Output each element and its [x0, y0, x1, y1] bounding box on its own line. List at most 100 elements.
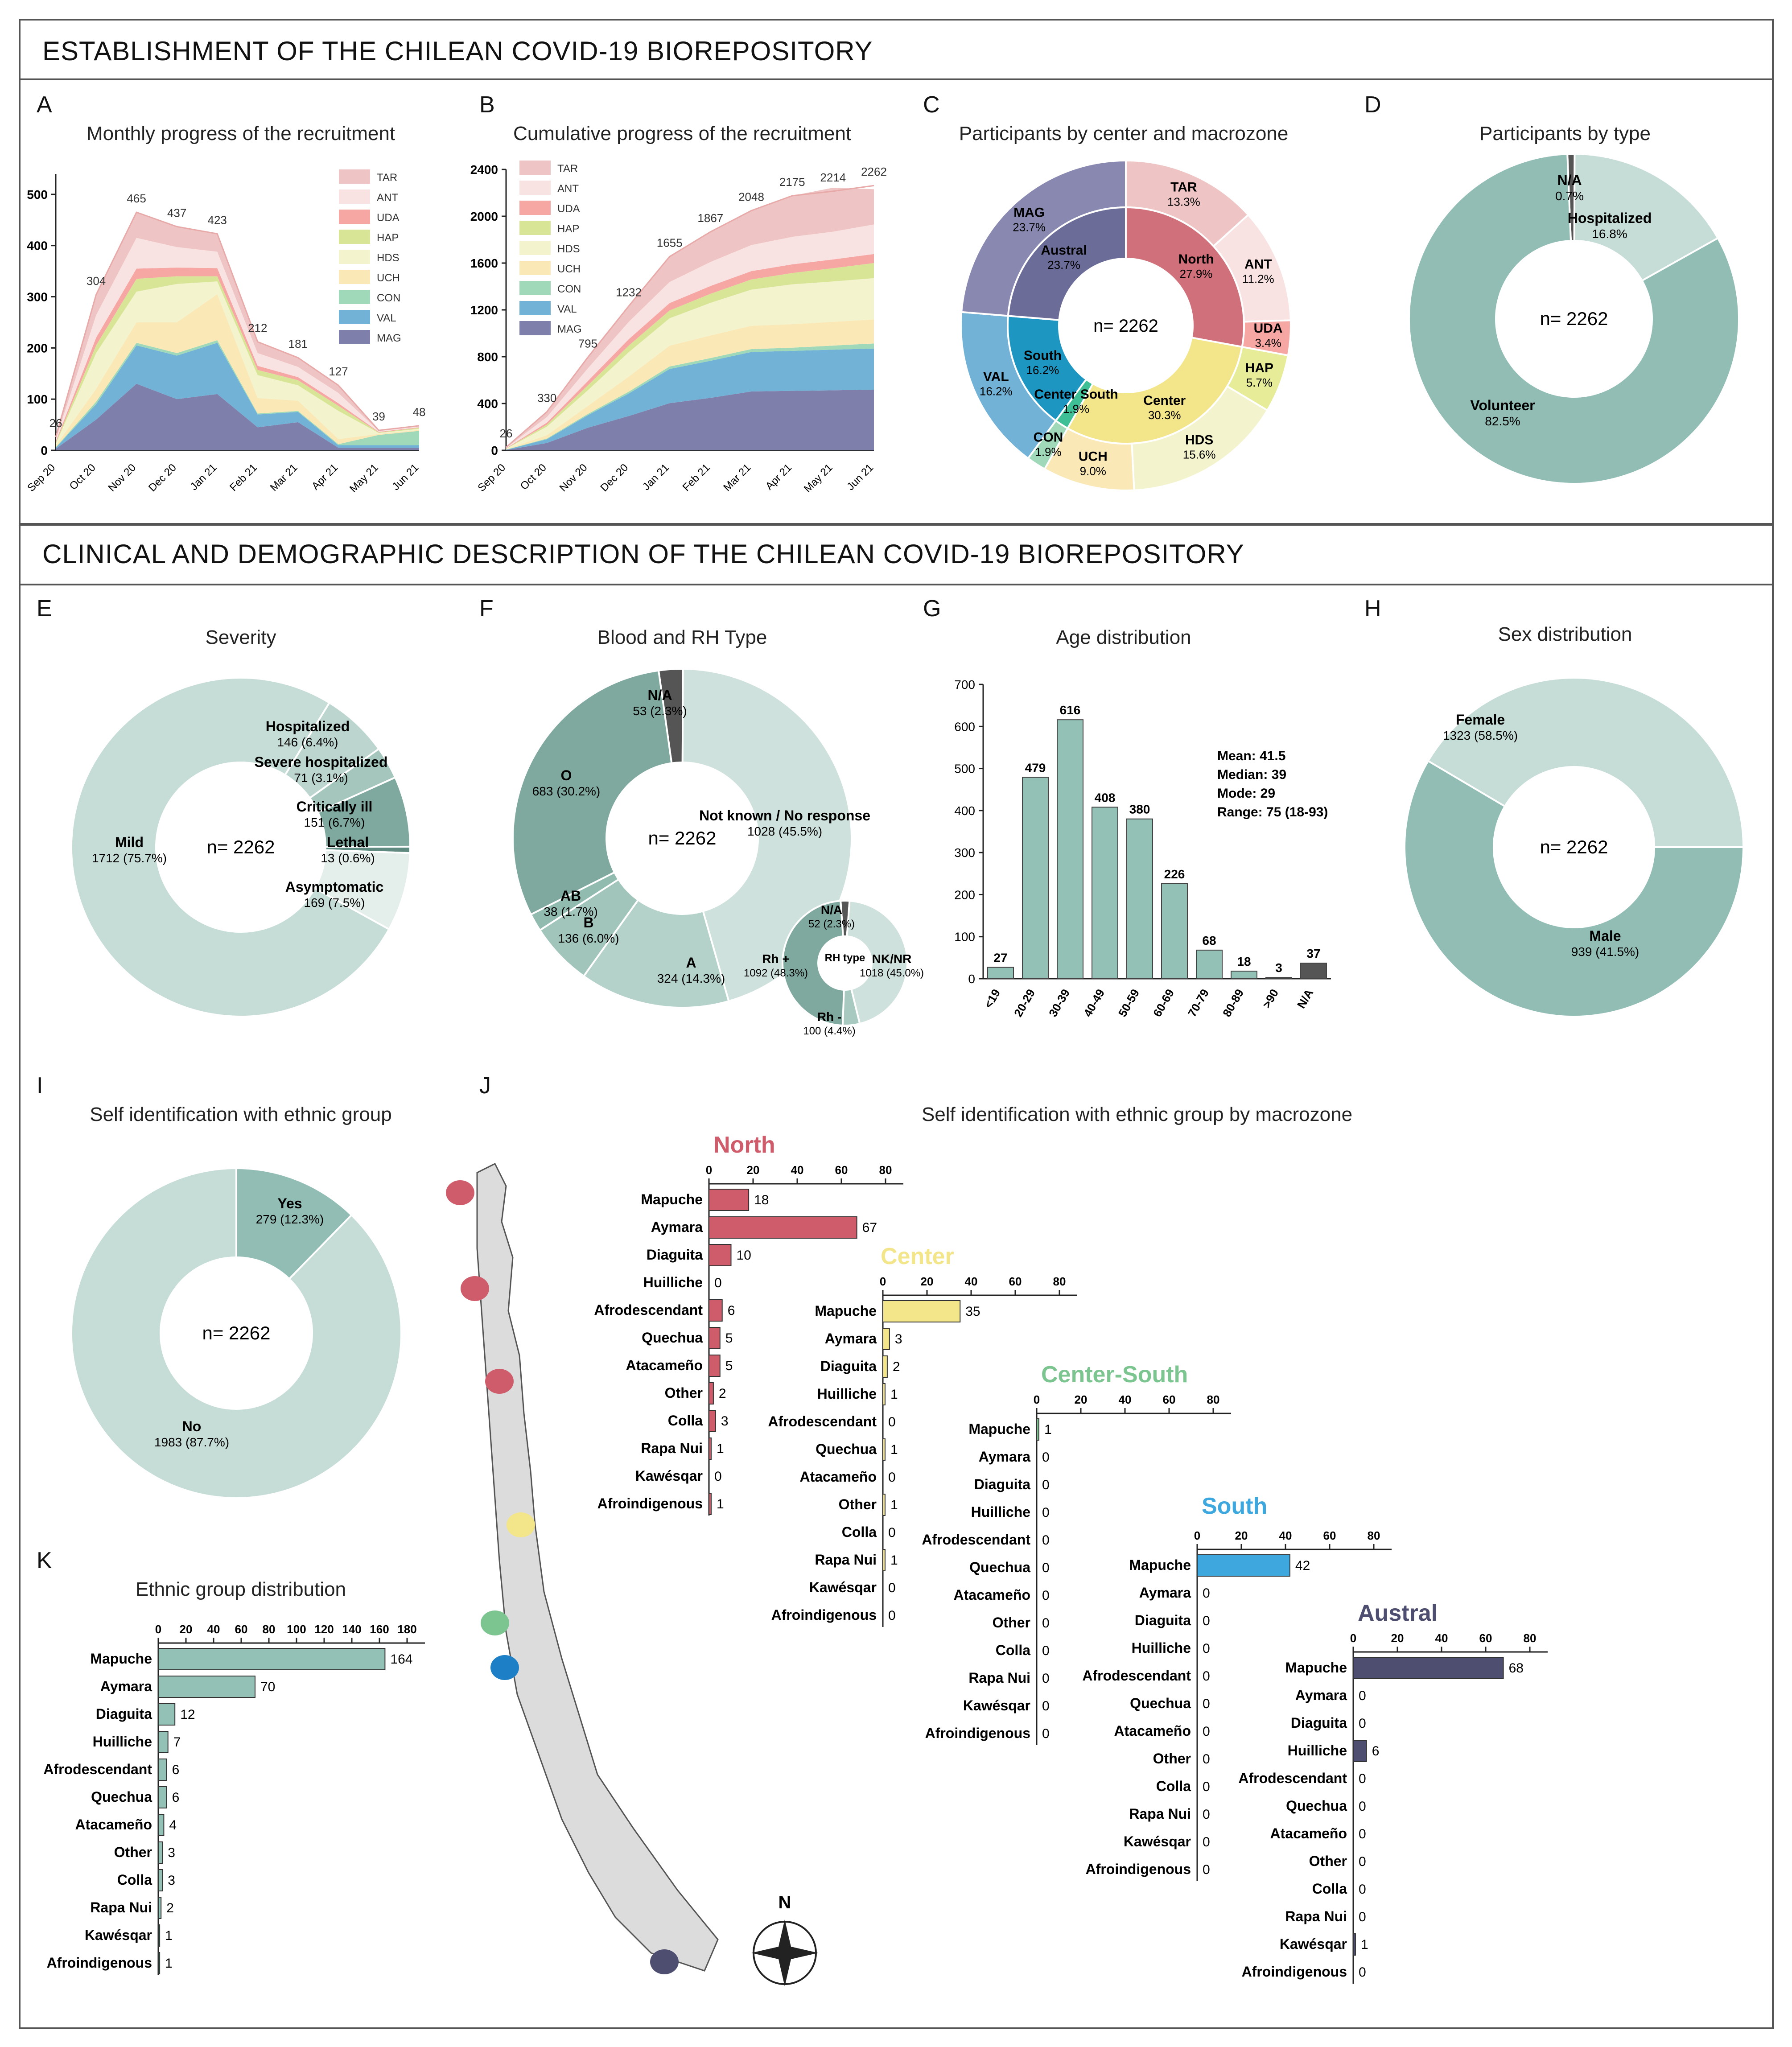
zone-center-south-x-tick-label: 0	[1034, 1393, 1040, 1406]
total-label: 2262	[861, 165, 887, 178]
compass-star	[751, 1919, 818, 1986]
y-tick-label: 500	[27, 188, 48, 202]
zone-center-south-category-label: Aymara	[979, 1449, 1030, 1465]
map-marker-north	[485, 1369, 514, 1394]
zone-center-south-category-label: Afroindigenous	[925, 1725, 1030, 1741]
zone-austral-x-tick-label: 40	[1435, 1631, 1448, 1645]
zone-center-south-value-label: 0	[1042, 1588, 1050, 1603]
zone-north-x-tick-label: 20	[747, 1163, 760, 1177]
outer-label-ant-name: ANT	[1244, 257, 1272, 272]
total-label: 2048	[738, 190, 764, 203]
slice-label-male-name: Male	[1589, 928, 1621, 944]
total-label: 304	[87, 274, 106, 288]
zone-center-category-label: Other	[839, 1496, 877, 1512]
zone-center-value-label: 0	[888, 1470, 896, 1485]
zone-center-south-value-label: 0	[1042, 1450, 1050, 1465]
ethnic-x-tick-label: 100	[287, 1623, 306, 1636]
legend-swatch-hap	[339, 230, 370, 244]
x-tick-label: 50-59	[1116, 987, 1142, 1019]
bar-60-69	[1161, 883, 1188, 980]
slice-label-male-value: 939 (41.5%)	[1571, 945, 1640, 959]
y-tick-label: 800	[477, 350, 498, 364]
slice-label-yes-value: 279 (12.3%)	[256, 1212, 324, 1226]
bar-value-label: 616	[1060, 703, 1081, 717]
zone-austral-category-label: Other	[1309, 1853, 1347, 1869]
legend-label-ant: ANT	[557, 183, 579, 195]
zone-north-bar-other	[709, 1382, 714, 1404]
zone-austral-category-label: Afroindigenous	[1242, 1964, 1347, 1980]
bar-50-59	[1126, 818, 1153, 979]
ethnic-category-label: Huilliche	[93, 1734, 152, 1750]
zone-center-south-value-label: 0	[1042, 1561, 1050, 1575]
x-tick-label: Dec 20	[598, 461, 630, 494]
panel-f-title: Blood and RH Type	[597, 626, 767, 648]
area-mag	[506, 390, 874, 450]
x-tick-label: Mar 21	[268, 461, 300, 494]
ethnic-bar-huilliche	[158, 1731, 169, 1753]
outer-label-mag-value: 23.7%	[1013, 221, 1046, 234]
ethnic-bar-atacame-o	[158, 1814, 165, 1836]
slice-mild	[70, 677, 391, 1017]
inner-label-center-value: 30.3%	[1148, 408, 1181, 422]
zone-center-south-x-tick-label: 40	[1119, 1393, 1132, 1406]
slice-label-female-name: Female	[1456, 712, 1505, 728]
zone-south-value-label: 0	[1203, 1752, 1210, 1767]
panel-letter-i: I	[37, 1073, 43, 1099]
zone-austral-value-label: 0	[1359, 1910, 1366, 1924]
zone-center-x-tick-label: 40	[965, 1275, 978, 1288]
y-tick-label: 200	[954, 888, 975, 902]
zone-austral-bar-kaw-sqar	[1353, 1933, 1356, 1956]
panel-e-title: Severity	[205, 626, 276, 648]
ethnic-bar-colla	[158, 1869, 163, 1891]
legend-swatch-uch	[519, 261, 551, 275]
slice-label-n-a-value: 0.7%	[1555, 189, 1584, 203]
zone-austral-category-label: Mapuche	[1285, 1660, 1347, 1676]
ethnic-category-label: Afrodescendant	[43, 1761, 152, 1777]
outer-label-ant-value: 11.2%	[1242, 272, 1274, 285]
total-label: 26	[500, 427, 513, 440]
total-line	[506, 185, 874, 448]
legend-label-ant: ANT	[377, 192, 398, 204]
x-tick-label: 80-89	[1220, 987, 1246, 1019]
ethnic-bar-quechua	[158, 1786, 167, 1808]
zone-center-south-category-label: Mapuche	[968, 1421, 1030, 1437]
slice-label-female-value: 1323 (58.5%)	[1443, 729, 1518, 742]
bar-value-label: 3	[1275, 961, 1282, 975]
area-uch	[56, 294, 419, 448]
slice-label-ab-value: 38 (1.7%)	[544, 905, 597, 918]
y-tick-label: 1600	[470, 256, 498, 270]
zone-center-category-label: Diaguita	[820, 1358, 877, 1374]
slice-label-not-known-no-response-value: 1028 (45.5%)	[747, 824, 822, 838]
zone-center-category-label: Quechua	[816, 1441, 877, 1457]
ethnic-x-tick-label: 120	[314, 1623, 334, 1636]
area-ant	[506, 224, 874, 449]
legend-label-uch: UCH	[557, 263, 581, 275]
zone-south-value-label: 42	[1295, 1558, 1310, 1573]
zone-austral-value-label: 0	[1359, 1965, 1366, 1980]
panel-d-title: Participants by type	[1479, 123, 1651, 144]
ethnic-value-label: 164	[390, 1652, 412, 1667]
y-tick-label: 0	[41, 444, 48, 457]
total-label: 212	[248, 321, 267, 335]
inner-label-center-south-name: Center South	[1034, 387, 1118, 402]
legend-swatch-ant	[339, 189, 370, 204]
ethnic-value-label: 2	[166, 1901, 174, 1915]
x-tick-label: Oct 20	[518, 461, 549, 492]
bar-70-79	[1196, 949, 1223, 980]
slice-label-hospitalized-name: Hospitalized	[266, 718, 350, 734]
zone-center-category-label: Rapa Nui	[815, 1552, 877, 1568]
area-tar	[506, 187, 874, 448]
zone-center-south-x-tick-label: 80	[1207, 1393, 1220, 1406]
x-tick-label: Nov 20	[557, 461, 590, 494]
zone-south-value-label: 0	[1203, 1807, 1210, 1822]
slice-label-critically-ill-value: 151 (6.7%)	[304, 816, 365, 829]
x-tick-label: Mar 21	[721, 461, 753, 494]
zone-center-value-label: 1	[890, 1387, 898, 1402]
y-tick-label: 300	[954, 846, 975, 860]
ethnic-x-tick-label: 160	[370, 1623, 389, 1636]
ethnic-category-label: Aymara	[100, 1678, 152, 1694]
area-con	[506, 343, 874, 450]
outer-label-uch-name: UCH	[1079, 449, 1108, 464]
